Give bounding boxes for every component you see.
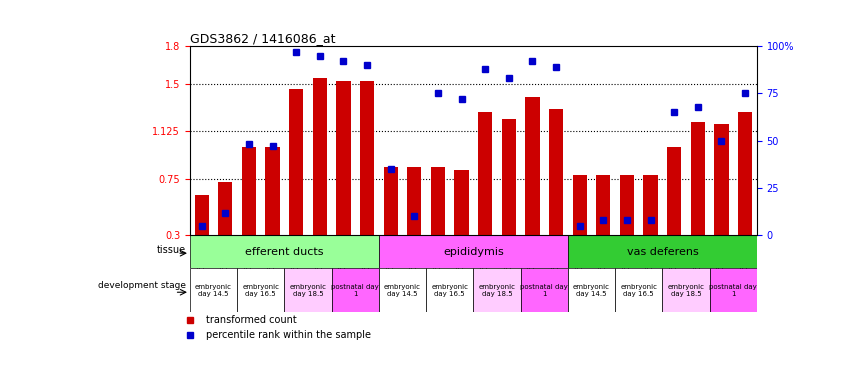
Text: embryonic
day 14.5: embryonic day 14.5 bbox=[384, 283, 421, 296]
Bar bbox=[714, 124, 728, 235]
Bar bbox=[331, 268, 378, 312]
Text: vas deferens: vas deferens bbox=[627, 247, 698, 257]
Bar bbox=[378, 235, 568, 268]
Bar bbox=[596, 175, 611, 235]
Bar bbox=[431, 167, 445, 235]
Text: postnatal day
1: postnatal day 1 bbox=[331, 283, 379, 296]
Bar bbox=[568, 268, 615, 312]
Bar bbox=[284, 268, 331, 312]
Bar bbox=[526, 96, 540, 235]
Text: embryonic
day 16.5: embryonic day 16.5 bbox=[431, 283, 468, 296]
Bar bbox=[502, 119, 516, 235]
Bar bbox=[313, 78, 327, 235]
Text: tissue: tissue bbox=[156, 245, 186, 255]
Bar bbox=[383, 167, 398, 235]
Text: embryonic
day 16.5: embryonic day 16.5 bbox=[242, 283, 279, 296]
Bar bbox=[573, 175, 587, 235]
Bar bbox=[336, 81, 351, 235]
Bar bbox=[663, 268, 710, 312]
Bar bbox=[242, 147, 256, 235]
Text: embryonic
day 14.5: embryonic day 14.5 bbox=[195, 283, 232, 296]
Bar bbox=[218, 182, 232, 235]
Bar bbox=[190, 235, 378, 268]
Text: transformed count: transformed count bbox=[206, 316, 297, 326]
Text: epididymis: epididymis bbox=[443, 247, 504, 257]
Bar bbox=[690, 122, 705, 235]
Bar bbox=[568, 235, 757, 268]
Bar bbox=[237, 268, 284, 312]
Text: embryonic
day 18.5: embryonic day 18.5 bbox=[289, 283, 326, 296]
Text: postnatal day
1: postnatal day 1 bbox=[521, 283, 569, 296]
Bar bbox=[360, 81, 374, 235]
Bar bbox=[521, 268, 568, 312]
Bar bbox=[266, 147, 280, 235]
Bar bbox=[407, 167, 421, 235]
Bar bbox=[710, 268, 757, 312]
Bar bbox=[549, 109, 563, 235]
Bar bbox=[667, 147, 681, 235]
Text: efferent ducts: efferent ducts bbox=[245, 247, 324, 257]
Text: GDS3862 / 1416086_at: GDS3862 / 1416086_at bbox=[190, 32, 336, 45]
Text: embryonic
day 16.5: embryonic day 16.5 bbox=[621, 283, 658, 296]
Text: embryonic
day 14.5: embryonic day 14.5 bbox=[573, 283, 610, 296]
Bar bbox=[643, 175, 658, 235]
Text: percentile rank within the sample: percentile rank within the sample bbox=[206, 330, 371, 340]
Text: embryonic
day 18.5: embryonic day 18.5 bbox=[479, 283, 516, 296]
Bar bbox=[289, 89, 304, 235]
Bar bbox=[194, 195, 209, 235]
Text: embryonic
day 18.5: embryonic day 18.5 bbox=[668, 283, 705, 296]
Bar bbox=[378, 268, 426, 312]
Bar bbox=[615, 268, 663, 312]
Text: postnatal day
1: postnatal day 1 bbox=[710, 283, 757, 296]
Bar bbox=[473, 268, 521, 312]
Bar bbox=[190, 268, 237, 312]
Bar bbox=[620, 175, 634, 235]
Text: development stage: development stage bbox=[98, 281, 186, 290]
Bar bbox=[478, 112, 492, 235]
Bar bbox=[738, 112, 752, 235]
Bar bbox=[454, 170, 468, 235]
Bar bbox=[426, 268, 473, 312]
